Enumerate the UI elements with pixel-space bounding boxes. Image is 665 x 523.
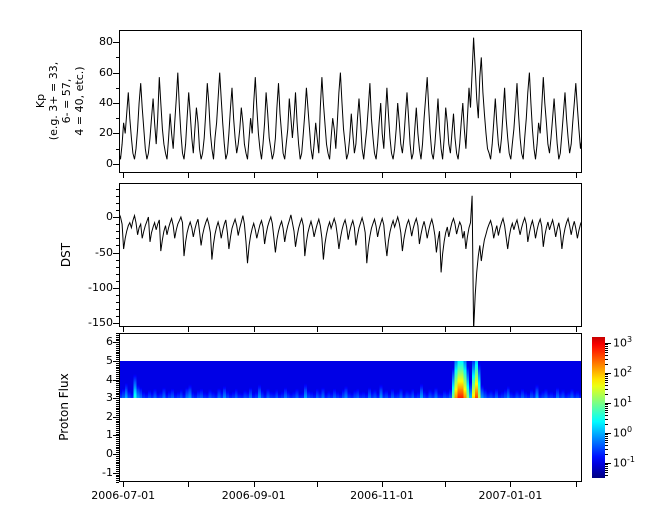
y-tick-label: -100 [88, 280, 113, 294]
y-tick-label: 4 [106, 372, 113, 386]
x-tick-label: 2007-01-01 [478, 489, 543, 502]
y-tick-label: 3 [106, 391, 113, 405]
colorbar-tick-label: 102 [613, 365, 633, 380]
y-tick-label: 40 [99, 96, 113, 110]
y-tick-label: 20 [99, 126, 113, 140]
kp-axis-label-line1: Kp [34, 93, 47, 109]
x-tick-label: 2006-09-01 [221, 489, 286, 502]
y-tick-label: 1 [106, 428, 113, 442]
colorbar-tick-label: 100 [613, 425, 633, 440]
colorbar-tick-label: 10-1 [613, 455, 635, 470]
y-tick-label: 2 [106, 409, 113, 423]
y-tick-label: 5 [106, 353, 113, 367]
x-tick-label: 2006-07-01 [91, 489, 156, 502]
colorbar-tick-label: 101 [613, 395, 633, 410]
colorbar-tick-label: 103 [613, 335, 633, 350]
proton-flux-heatmap [119, 361, 582, 398]
y-tick-label: -1 [102, 465, 113, 479]
y-tick-label: 0 [106, 210, 113, 224]
y-tick-label: 60 [99, 65, 113, 79]
y-tick-label: 0 [106, 447, 113, 461]
y-tick-label: -150 [88, 316, 113, 330]
x-tick-label: 2006-11-01 [350, 489, 415, 502]
y-tick-label: 6 [106, 335, 113, 349]
y-tick-label: -50 [95, 245, 113, 259]
y-tick-label: 0 [106, 156, 113, 170]
y-tick-label: 80 [99, 35, 113, 49]
